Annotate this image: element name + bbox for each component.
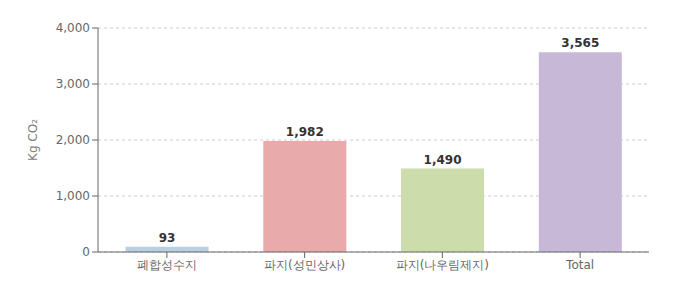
svg-text:1,490: 1,490 xyxy=(424,153,462,167)
svg-text:93: 93 xyxy=(159,231,176,245)
svg-text:3,565: 3,565 xyxy=(561,36,599,50)
svg-text:1,000: 1,000 xyxy=(56,189,90,203)
svg-text:Total: Total xyxy=(565,258,594,272)
svg-text:폐합성수지: 폐합성수지 xyxy=(137,258,197,272)
svg-text:파지(성민상사): 파지(성민상사) xyxy=(264,258,345,272)
svg-text:Kg CO₂: Kg CO₂ xyxy=(26,119,40,161)
svg-text:2,000: 2,000 xyxy=(56,133,90,147)
svg-text:0: 0 xyxy=(82,245,90,259)
svg-text:1,982: 1,982 xyxy=(286,125,324,139)
svg-text:3,000: 3,000 xyxy=(56,77,90,91)
svg-text:파지(나우림제지): 파지(나우림제지) xyxy=(396,258,489,272)
svg-text:4,000: 4,000 xyxy=(56,21,90,35)
